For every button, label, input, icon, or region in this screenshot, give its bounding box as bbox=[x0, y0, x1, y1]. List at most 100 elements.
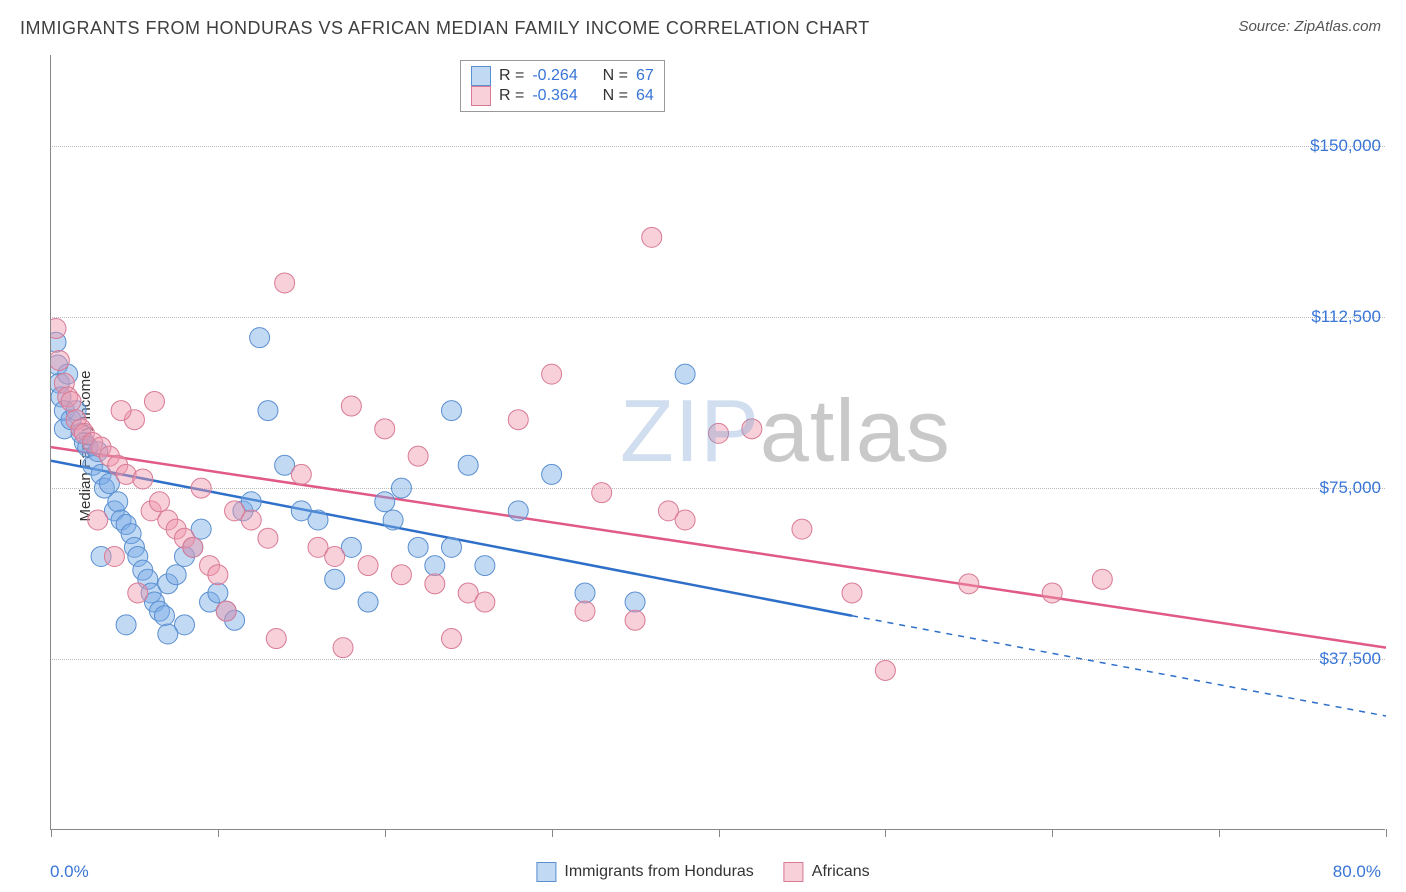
x-tick bbox=[552, 829, 553, 837]
data-point-honduras bbox=[158, 624, 178, 644]
data-point-honduras bbox=[442, 401, 462, 421]
swatch-honduras bbox=[471, 66, 491, 86]
data-point-honduras bbox=[375, 492, 395, 512]
data-point-africans bbox=[266, 629, 286, 649]
data-point-africans bbox=[341, 396, 361, 416]
stats-n-label: N = bbox=[603, 87, 628, 105]
data-point-africans bbox=[183, 537, 203, 557]
data-point-africans bbox=[375, 419, 395, 439]
data-point-africans bbox=[208, 565, 228, 585]
data-point-africans bbox=[475, 592, 495, 612]
data-point-honduras bbox=[166, 565, 186, 585]
data-point-africans bbox=[959, 574, 979, 594]
data-point-africans bbox=[216, 601, 236, 621]
x-tick bbox=[51, 829, 52, 837]
data-point-africans bbox=[1042, 583, 1062, 603]
data-point-honduras bbox=[391, 478, 411, 498]
data-point-africans bbox=[408, 446, 428, 466]
data-point-africans bbox=[325, 546, 345, 566]
data-point-africans bbox=[425, 574, 445, 594]
legend-label: Africans bbox=[812, 863, 870, 881]
data-point-africans bbox=[742, 419, 762, 439]
legend-label: Immigrants from Honduras bbox=[564, 863, 753, 881]
stats-r-label: R = bbox=[499, 87, 524, 105]
data-point-honduras bbox=[575, 583, 595, 603]
trend-line-dashed-honduras bbox=[852, 616, 1386, 716]
chart-title: IMMIGRANTS FROM HONDURAS VS AFRICAN MEDI… bbox=[20, 18, 870, 39]
legend-swatch-honduras bbox=[536, 862, 556, 882]
stats-box: R = -0.264 N = 67 R = -0.364 N = 64 bbox=[460, 60, 665, 112]
data-point-africans bbox=[333, 638, 353, 658]
data-point-africans bbox=[61, 391, 81, 411]
stats-row-honduras: R = -0.264 N = 67 bbox=[471, 66, 654, 86]
data-point-africans bbox=[144, 391, 164, 411]
data-point-africans bbox=[542, 364, 562, 384]
stats-n-value: 64 bbox=[636, 87, 654, 105]
data-point-africans bbox=[88, 510, 108, 530]
stats-n-label: N = bbox=[603, 67, 628, 85]
legend-item-africans: Africans bbox=[784, 862, 870, 882]
data-point-honduras bbox=[325, 569, 345, 589]
stats-row-africans: R = -0.364 N = 64 bbox=[471, 86, 654, 106]
data-point-africans bbox=[241, 510, 261, 530]
data-point-africans bbox=[792, 519, 812, 539]
x-tick bbox=[218, 829, 219, 837]
data-point-honduras bbox=[508, 501, 528, 521]
data-point-africans bbox=[575, 601, 595, 621]
data-point-africans bbox=[133, 469, 153, 489]
data-point-honduras bbox=[383, 510, 403, 530]
x-tick bbox=[385, 829, 386, 837]
data-point-africans bbox=[592, 483, 612, 503]
data-point-honduras bbox=[250, 328, 270, 348]
data-point-africans bbox=[442, 629, 462, 649]
data-point-honduras bbox=[408, 537, 428, 557]
data-point-africans bbox=[51, 350, 69, 370]
data-point-africans bbox=[51, 319, 66, 339]
data-point-africans bbox=[149, 492, 169, 512]
data-point-honduras bbox=[108, 492, 128, 512]
x-axis-min-label: 0.0% bbox=[50, 862, 89, 882]
data-point-africans bbox=[875, 660, 895, 680]
data-point-honduras bbox=[116, 615, 136, 635]
data-point-africans bbox=[128, 583, 148, 603]
x-tick bbox=[719, 829, 720, 837]
data-point-honduras bbox=[458, 455, 478, 475]
stats-n-value: 67 bbox=[636, 67, 654, 85]
data-point-honduras bbox=[154, 606, 174, 626]
x-tick bbox=[885, 829, 886, 837]
data-point-africans bbox=[258, 528, 278, 548]
data-point-honduras bbox=[475, 556, 495, 576]
legend-item-honduras: Immigrants from Honduras bbox=[536, 862, 753, 882]
source-attribution: Source: ZipAtlas.com bbox=[1238, 18, 1381, 35]
data-point-africans bbox=[191, 478, 211, 498]
data-point-honduras bbox=[308, 510, 328, 530]
data-point-africans bbox=[675, 510, 695, 530]
stats-r-value: -0.264 bbox=[532, 67, 577, 85]
trend-line-africans bbox=[51, 447, 1386, 648]
stats-r-value: -0.364 bbox=[532, 87, 577, 105]
data-point-honduras bbox=[425, 556, 445, 576]
data-point-africans bbox=[275, 273, 295, 293]
data-point-africans bbox=[358, 556, 378, 576]
data-point-africans bbox=[104, 546, 124, 566]
plot-area bbox=[50, 55, 1385, 830]
data-point-africans bbox=[709, 423, 729, 443]
data-point-africans bbox=[291, 464, 311, 484]
swatch-africans bbox=[471, 86, 491, 106]
data-point-africans bbox=[625, 610, 645, 630]
data-point-honduras bbox=[542, 464, 562, 484]
data-point-honduras bbox=[208, 583, 228, 603]
data-point-honduras bbox=[258, 401, 278, 421]
data-point-africans bbox=[508, 410, 528, 430]
data-point-honduras bbox=[442, 537, 462, 557]
bottom-legend: Immigrants from Honduras Africans bbox=[536, 862, 869, 882]
data-point-africans bbox=[1092, 569, 1112, 589]
data-point-honduras bbox=[625, 592, 645, 612]
data-point-honduras bbox=[358, 592, 378, 612]
stats-r-label: R = bbox=[499, 67, 524, 85]
data-point-africans bbox=[642, 227, 662, 247]
legend-swatch-africans bbox=[784, 862, 804, 882]
scatter-svg bbox=[51, 55, 1386, 830]
data-point-africans bbox=[111, 401, 131, 421]
x-tick bbox=[1386, 829, 1387, 837]
